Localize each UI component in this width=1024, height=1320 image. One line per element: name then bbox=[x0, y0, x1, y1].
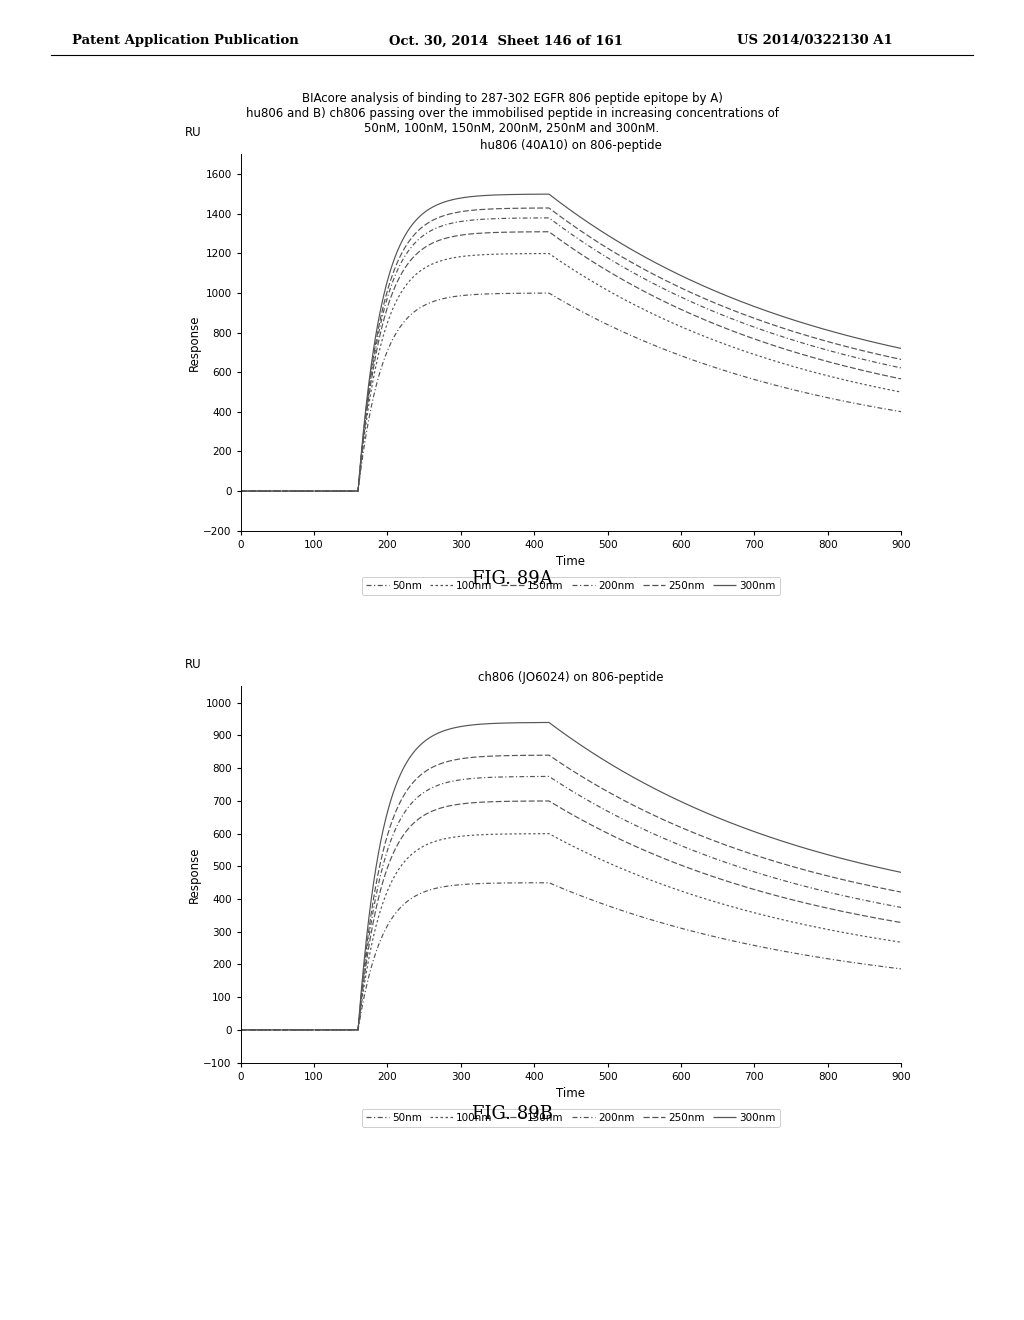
Text: BIAcore analysis of binding to 287-302 EGFR 806 peptide epitope by A)
hu806 and : BIAcore analysis of binding to 287-302 E… bbox=[246, 92, 778, 136]
Title: ch806 (JO6024) on 806-peptide: ch806 (JO6024) on 806-peptide bbox=[478, 671, 664, 684]
Y-axis label: Response: Response bbox=[187, 846, 201, 903]
Text: FIG. 89A: FIG. 89A bbox=[472, 570, 552, 589]
Legend: 50nm, 100nm, 150nm, 200nm, 250nm, 300nm: 50nm, 100nm, 150nm, 200nm, 250nm, 300nm bbox=[361, 1109, 780, 1127]
Text: US 2014/0322130 A1: US 2014/0322130 A1 bbox=[737, 34, 893, 48]
X-axis label: Time: Time bbox=[556, 1088, 586, 1100]
Text: Patent Application Publication: Patent Application Publication bbox=[72, 34, 298, 48]
Text: RU: RU bbox=[184, 659, 201, 672]
Legend: 50nm, 100nm, 150nm, 200nm, 250nm, 300nm: 50nm, 100nm, 150nm, 200nm, 250nm, 300nm bbox=[361, 577, 780, 595]
Text: FIG. 89B: FIG. 89B bbox=[471, 1105, 553, 1123]
Text: RU: RU bbox=[184, 127, 201, 140]
Text: Oct. 30, 2014  Sheet 146 of 161: Oct. 30, 2014 Sheet 146 of 161 bbox=[389, 34, 624, 48]
Title: hu806 (40A10) on 806-peptide: hu806 (40A10) on 806-peptide bbox=[480, 139, 662, 152]
Y-axis label: Response: Response bbox=[187, 314, 201, 371]
X-axis label: Time: Time bbox=[556, 556, 586, 568]
